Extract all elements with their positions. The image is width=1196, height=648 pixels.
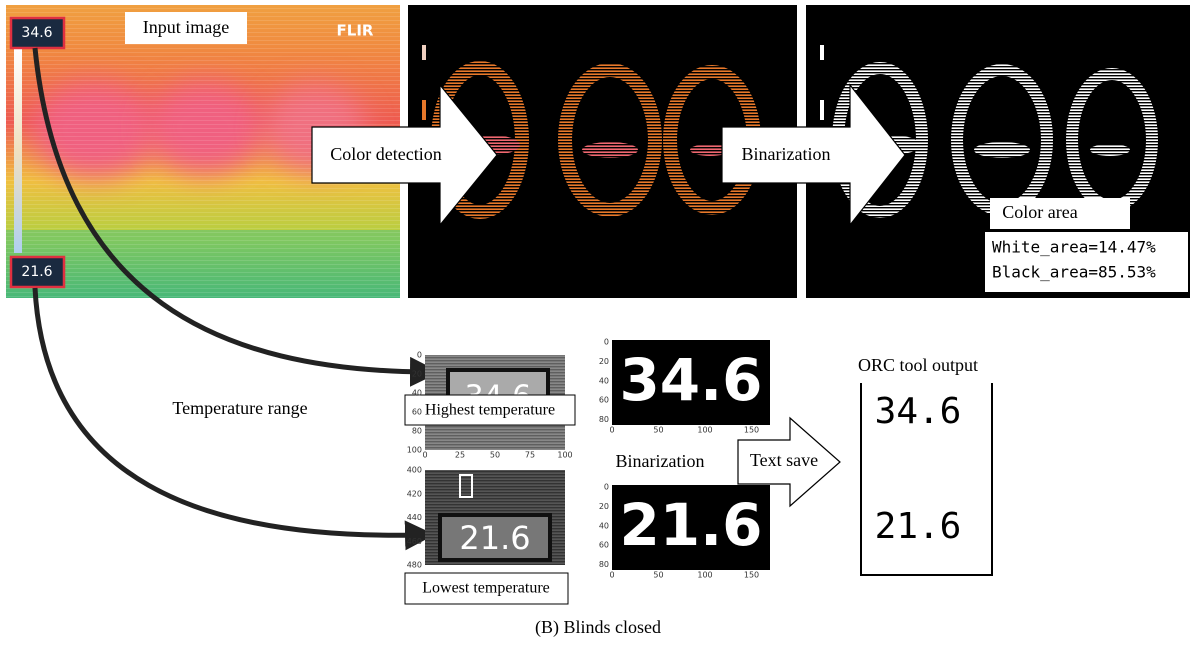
- tick-label: 460: [407, 537, 422, 546]
- lowest-crop-text: 21.6: [459, 519, 530, 557]
- tick-label: 100: [697, 571, 712, 580]
- tick-label: 420: [407, 489, 422, 498]
- binarization-label: Binarization: [742, 144, 831, 164]
- tick-label: 20: [599, 502, 609, 511]
- white-area: White_area=14.47%: [992, 238, 1156, 257]
- temperature-range-label: Temperature range: [172, 398, 307, 418]
- input-image-label: Input image: [143, 17, 229, 37]
- binarization-label-2: Binarization: [616, 451, 705, 471]
- tick-label: 25: [455, 451, 465, 460]
- ocr-line: 34.6: [875, 391, 962, 432]
- text-save-label: Text save: [750, 450, 818, 470]
- binarized-low: 21.6: [612, 485, 770, 570]
- tick-label: 100: [407, 446, 422, 455]
- tick-label: 80: [599, 560, 609, 569]
- tick-label: 80: [599, 415, 609, 424]
- ocr-line: 21.6: [875, 506, 962, 547]
- tick-label: 0: [609, 571, 614, 580]
- tick-label: 150: [744, 426, 759, 435]
- tick-label: 50: [653, 426, 663, 435]
- lowest-crop: 21.6 Lowest temperature: [405, 470, 568, 604]
- tick-label: 60: [599, 541, 609, 550]
- tick-label: 440: [407, 513, 422, 522]
- binarized-high: 34.6: [612, 340, 770, 425]
- diagram: 34.6 21.6 Input image FLIR Color area: [0, 0, 1196, 648]
- tick-label: 400: [407, 466, 422, 475]
- tick-label: 0: [609, 426, 614, 435]
- tick-label: 480: [407, 561, 422, 570]
- color-area-title: Color area: [1002, 202, 1077, 222]
- binarized-low-text: 21.6: [619, 491, 762, 559]
- tick-label: 0: [422, 451, 427, 460]
- tick-label: 0: [604, 338, 609, 347]
- ocr-title: ORC tool output: [858, 355, 978, 375]
- highest-crop: 34.6 Highest temperature: [405, 355, 575, 450]
- black-area: Black_area=85.53%: [992, 263, 1156, 282]
- binarized-high-text: 34.6: [619, 346, 762, 414]
- tick-label: 50: [490, 451, 500, 460]
- tick-label: 20: [412, 370, 422, 379]
- tick-label: 50: [653, 571, 663, 580]
- lowest-label: Lowest temperature: [422, 580, 550, 597]
- tick-label: 0: [417, 351, 422, 360]
- highest-label: Highest temperature: [425, 402, 555, 419]
- caption: (B) Blinds closed: [535, 617, 661, 638]
- tick-label: 40: [599, 521, 609, 530]
- page: 34.6 21.6 Input image FLIR Color area: [0, 0, 1196, 648]
- tick-label: 40: [412, 389, 422, 398]
- flir-logo: FLIR: [337, 22, 374, 40]
- tick-label: 80: [412, 427, 422, 436]
- min-temp-label: 21.6: [21, 264, 52, 280]
- tick-label: 60: [412, 408, 422, 417]
- tick-label: 150: [744, 571, 759, 580]
- tick-label: 20: [599, 357, 609, 366]
- max-temp-label: 34.6: [21, 25, 52, 41]
- tick-label: 100: [557, 451, 572, 460]
- tick-label: 40: [599, 376, 609, 385]
- tick-label: 75: [525, 451, 535, 460]
- tick-label: 0: [604, 483, 609, 492]
- color-detection-label: Color detection: [330, 144, 441, 164]
- tick-label: 100: [697, 426, 712, 435]
- tick-label: 60: [599, 396, 609, 405]
